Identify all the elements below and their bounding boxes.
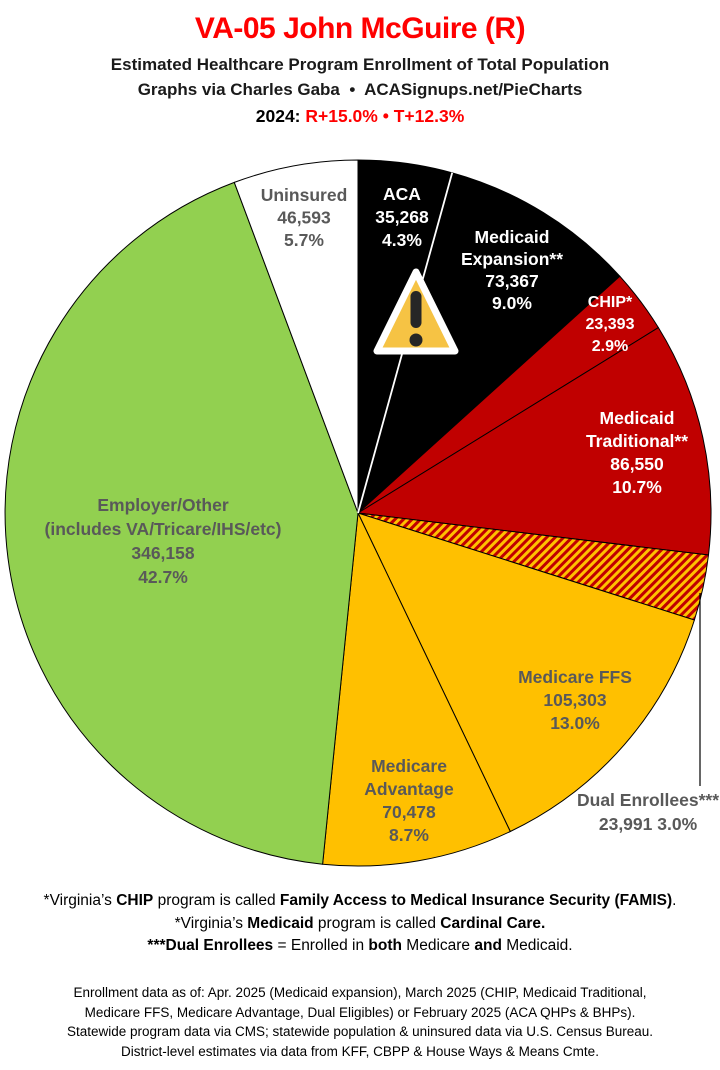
slice-label-medicaid-expansion: 73,367 bbox=[485, 271, 539, 291]
footnotes: *Virginia’s CHIP program is called Famil… bbox=[0, 890, 720, 958]
slice-label-medicare-advantage: 8.7% bbox=[389, 825, 429, 845]
pie-slice-medicaid-expansion bbox=[357, 172, 621, 514]
warning-icon bbox=[373, 268, 459, 355]
text-segment: Medicaid bbox=[247, 914, 314, 932]
slice-label-medicare-advantage: Medicare bbox=[371, 756, 447, 776]
slice-label-medicaid-expansion: 9.0% bbox=[492, 293, 532, 313]
source-line: Statewide program data via CMS; statewid… bbox=[66, 1024, 654, 1039]
slice-label-medicaid-traditional: Traditional** bbox=[586, 431, 688, 451]
slice-label-employer-other: (includes VA/Tricare/IHS/etc) bbox=[45, 519, 282, 539]
page-title: VA-05 John McGuire (R) bbox=[194, 12, 526, 45]
slice-label-medicaid-expansion: Expansion** bbox=[461, 249, 563, 269]
pie-slice-medicare-advantage bbox=[322, 512, 511, 867]
credit-line: Graphs via Charles Gaba • ACASignups.net… bbox=[137, 80, 583, 99]
pie-slice-employer-other bbox=[4, 181, 359, 865]
slice-label-aca: 4.3% bbox=[382, 230, 422, 250]
data-source-notes: Enrollment data as of: Apr. 2025 (Medica… bbox=[0, 983, 720, 1061]
text-segment: • bbox=[377, 106, 394, 126]
slice-label-employer-other: 42.7% bbox=[138, 567, 188, 587]
slice-label-medicaid-traditional: 86,550 bbox=[610, 454, 664, 474]
slice-label-aca: 35,268 bbox=[375, 207, 429, 227]
slice-label-employer-other: Employer/Other bbox=[97, 495, 228, 515]
slice-label-medicaid-traditional: 10.7% bbox=[612, 477, 662, 497]
text-segment: both bbox=[368, 937, 402, 954]
slice-label-uninsured: 46,593 bbox=[277, 208, 331, 228]
slice-label-medicare-ffs: 13.0% bbox=[550, 713, 600, 733]
text-segment: R+15.0% bbox=[305, 106, 378, 126]
text-segment: Family Access to Medical Insurance Secur… bbox=[279, 892, 673, 909]
slice-label-chip: 23,393 bbox=[586, 316, 635, 333]
slice-label-medicare-advantage: 70,478 bbox=[382, 802, 436, 822]
text-segment: *Virginia’s bbox=[174, 914, 248, 932]
slice-label-dual-enrollees: Dual Enrollees*** bbox=[577, 790, 719, 810]
slice-label-medicaid-expansion: Medicaid bbox=[475, 227, 550, 247]
text-segment: program is called bbox=[153, 892, 280, 909]
slice-label-uninsured: Uninsured bbox=[261, 185, 348, 205]
subtitle: Estimated Healthcare Program Enrollment … bbox=[110, 55, 610, 74]
footnote-medicaid: *Virginia’s Medicaid program is called C… bbox=[0, 913, 720, 936]
text-segment: Medicaid. bbox=[501, 937, 573, 954]
text-segment: ***Dual Enrollees bbox=[147, 937, 274, 954]
slice-label-medicare-ffs: Medicare FFS bbox=[518, 667, 632, 687]
slice-label-medicare-ffs: 105,303 bbox=[543, 690, 607, 710]
footnote-chip: *Virginia’s CHIP program is called Famil… bbox=[0, 890, 720, 913]
footnote-dual-enrollees: ***Dual Enrollees = Enrolled in both Med… bbox=[0, 935, 720, 958]
slice-label-dual-enrollees: 23,991 3.0% bbox=[599, 814, 698, 834]
pie-slice-uninsured bbox=[233, 159, 359, 514]
text-segment: program is called bbox=[313, 914, 441, 932]
election-results-line: 2024: R+15.0% • T+12.3% bbox=[0, 104, 720, 128]
slice-label-employer-other: 346,158 bbox=[131, 543, 195, 563]
text-segment: Medicare bbox=[401, 937, 475, 954]
text-segment: . bbox=[672, 892, 677, 909]
source-line: Medicare FFS, Medicare Advantage, Dual E… bbox=[84, 1004, 636, 1020]
slice-label-medicaid-traditional: Medicaid bbox=[600, 408, 675, 428]
pie-slice-medicare-ffs bbox=[357, 512, 695, 832]
text-segment: T+12.3% bbox=[393, 106, 465, 126]
slice-label-aca: ACA bbox=[383, 184, 421, 204]
slice-label-uninsured: 5.7% bbox=[284, 230, 324, 250]
text-segment: *Virginia’s bbox=[43, 892, 117, 909]
text-segment: 2024: bbox=[255, 106, 306, 126]
slice-label-chip: 2.9% bbox=[592, 338, 628, 355]
source-line: District-level estimates via data from K… bbox=[121, 1043, 599, 1059]
slice-label-medicare-advantage: Advantage bbox=[364, 779, 454, 799]
source-line: Enrollment data as of: Apr. 2025 (Medica… bbox=[73, 985, 647, 1000]
pie-slice-medicaid-traditional bbox=[357, 327, 712, 556]
text-segment: Cardinal Care. bbox=[440, 914, 546, 932]
slice-label-chip: CHIP* bbox=[588, 294, 633, 311]
text-segment: and bbox=[474, 937, 502, 954]
text-segment: CHIP bbox=[116, 892, 154, 909]
text-segment: = Enrolled in bbox=[273, 937, 369, 954]
header: VA-05 John McGuire (R) Estimated Healthc… bbox=[0, 0, 720, 128]
